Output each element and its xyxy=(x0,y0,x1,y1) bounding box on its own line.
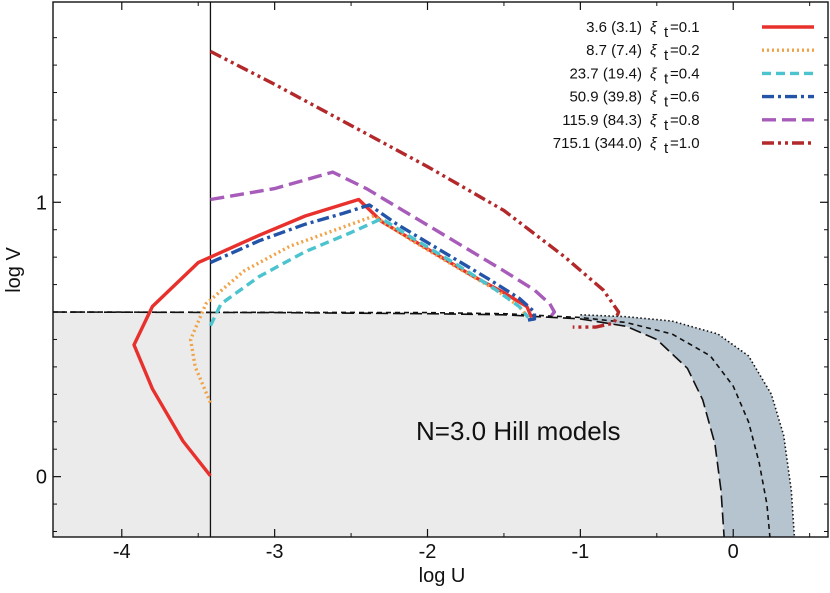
legend-sub-3: t xyxy=(664,94,669,111)
x-tick-label-2: -2 xyxy=(419,541,437,563)
legend-entry-4: 115.9 (84.3) ξ t =0.8 xyxy=(562,112,814,134)
x-tick-label-3: -1 xyxy=(571,541,589,563)
boundary-curve-1 xyxy=(53,311,771,537)
legend-entry-3: 50.9 (39.8) ξ t =0.6 xyxy=(569,89,814,111)
boundary-curves xyxy=(53,311,796,537)
axis-ticks: -4 -3 -2 -1 0 0 1 xyxy=(36,2,828,563)
shaded-regions xyxy=(53,312,795,537)
legend-xi-4: ξ xyxy=(650,112,658,129)
x-tick-label-4: 0 xyxy=(728,541,739,563)
legend-entry-2: 23.7 (19.4) ξ t =0.4 xyxy=(569,65,814,87)
series-line-3 xyxy=(209,203,537,322)
legend-label-2: 23.7 (19.4) xyxy=(569,65,642,82)
legend-xi-0: ξ xyxy=(650,19,658,36)
legend-eq-4: =0.8 xyxy=(670,112,700,129)
legend-xi-3: ξ xyxy=(650,89,658,106)
shaded-region-0 xyxy=(53,312,725,537)
legend-eq-3: =0.6 xyxy=(670,89,700,106)
legend-eq-2: =0.4 xyxy=(670,65,700,82)
series-line-4 xyxy=(210,170,557,319)
legend-sub-1: t xyxy=(664,47,669,64)
legend-sub-5: t xyxy=(664,140,669,157)
x-tick-label-0: -4 xyxy=(113,541,131,563)
legend-sub-4: t xyxy=(664,117,669,134)
y-tick-label-0: 0 xyxy=(36,467,47,489)
boundary-curve-2 xyxy=(580,314,796,537)
legend-eq-5: =1.0 xyxy=(670,135,700,152)
x-tick-label-1: -3 xyxy=(266,541,284,563)
legend-entry-5: 715.1 (344.0) ξ t =1.0 xyxy=(553,135,814,157)
legend-label-5: 715.1 (344.0) xyxy=(553,135,642,152)
boundary-curve-0 xyxy=(53,311,725,537)
legend-eq-0: =0.1 xyxy=(670,19,700,36)
series-line-2 xyxy=(208,217,530,327)
legend-sub-0: t xyxy=(664,24,669,41)
legend-label-1: 8.7 (7.4) xyxy=(586,42,642,59)
y-axis-label: log V xyxy=(3,247,25,293)
plot-frame xyxy=(52,1,829,538)
legend-entry-0: 3.6 (3.1) ξ t =0.1 xyxy=(586,19,814,41)
shaded-region-1 xyxy=(580,314,795,537)
legend-entry-1: 8.7 (7.4) ξ t =0.2 xyxy=(586,42,814,64)
legend-sub-2: t xyxy=(664,70,669,87)
y-tick-label-1: 1 xyxy=(36,192,47,214)
legend-eq-1: =0.2 xyxy=(670,42,700,59)
legend-label-4: 115.9 (84.3) xyxy=(562,112,642,129)
chart-annotation: N=3.0 Hill models xyxy=(416,416,620,446)
series-line-5 xyxy=(209,49,621,329)
legend-xi-2: ξ xyxy=(650,65,658,82)
legend-label-3: 50.9 (39.8) xyxy=(569,89,642,106)
series-curves xyxy=(132,49,621,477)
legend-xi-5: ξ xyxy=(650,135,658,152)
x-axis-label: log U xyxy=(419,565,466,587)
legend-label-0: 3.6 (3.1) xyxy=(586,19,642,36)
legend: 3.6 (3.1) ξ t =0.18.7 (7.4) ξ t =0.223.7 (19.4… xyxy=(553,19,814,157)
legend-xi-1: ξ xyxy=(650,42,658,59)
